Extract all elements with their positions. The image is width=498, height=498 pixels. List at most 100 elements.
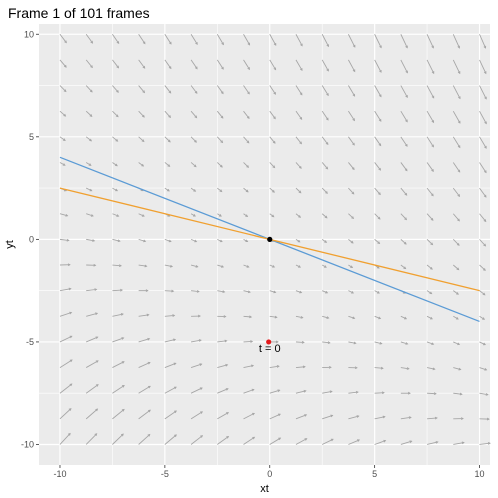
vector-arrow	[348, 59, 356, 72]
vector-arrowhead	[114, 163, 118, 167]
vector-arrow	[59, 59, 67, 68]
plot-panel	[39, 24, 490, 465]
vector-arrowhead	[484, 368, 488, 371]
vector-arrowhead	[89, 138, 93, 142]
vector-arrowhead	[383, 439, 387, 443]
vector-arrowhead	[330, 438, 334, 442]
vector-arrowhead	[174, 410, 177, 414]
vector-arrowhead	[116, 214, 120, 217]
vector-arrow	[59, 136, 66, 141]
vector-arrowhead	[433, 392, 437, 396]
vector-arrowhead	[431, 169, 434, 172]
vector-arrow	[190, 187, 196, 192]
vector-arrow	[243, 162, 249, 168]
vector-arrowhead	[300, 43, 303, 47]
vector-arrow	[59, 238, 69, 241]
vector-arrow	[453, 392, 462, 395]
vector-arrow	[452, 162, 461, 173]
vector-arrow	[322, 290, 328, 294]
vector-arrowhead	[95, 408, 99, 412]
vector-arrow	[164, 338, 176, 343]
vector-arrow	[348, 110, 355, 121]
vector-arrowhead	[223, 315, 227, 318]
vector-arrow	[164, 290, 174, 292]
vector-arrow	[269, 389, 280, 394]
vector-arrowhead	[457, 194, 461, 198]
vector-arrow	[86, 288, 97, 292]
vector-arrowhead	[115, 114, 119, 118]
vector-arrowhead	[378, 118, 382, 122]
vector-arrowhead	[146, 313, 150, 317]
vector-arrow	[452, 213, 460, 222]
vector-arrow	[295, 162, 302, 169]
vector-arrow	[59, 85, 67, 92]
vector-arrowhead	[115, 139, 119, 142]
vector-arrow	[138, 162, 144, 167]
vector-arrow	[348, 315, 355, 319]
vector-arrow	[85, 85, 93, 93]
vector-arrow	[479, 213, 487, 222]
vector-arrow	[400, 59, 408, 74]
vector-arrow	[85, 110, 93, 117]
vector-arrow	[86, 187, 92, 192]
vector-arrowhead	[63, 89, 67, 93]
vector-arrow	[59, 33, 67, 43]
vector-arrowhead	[457, 120, 461, 124]
vector-arrowhead	[141, 163, 145, 167]
vector-arrow	[217, 412, 229, 420]
vector-arrowhead	[408, 416, 412, 419]
vector-arrowhead	[458, 96, 461, 100]
vector-arrow	[190, 136, 197, 143]
vector-arrow	[374, 416, 385, 420]
vector-arrow	[190, 363, 202, 368]
vector-arrowhead	[380, 366, 384, 370]
vector-arrowhead	[93, 263, 97, 267]
vector-arrow	[138, 85, 145, 93]
vector-arrow	[85, 33, 93, 44]
vector-arrow	[243, 315, 252, 318]
vector-arrowhead	[329, 390, 333, 394]
vector-arrow	[322, 315, 329, 319]
vector-arrowhead	[117, 239, 121, 243]
vector-arrowhead	[252, 436, 256, 440]
vector-arrowhead	[168, 239, 172, 243]
vector-arrow	[322, 414, 333, 420]
vector-arrowhead	[226, 412, 230, 415]
vector-arrowhead	[95, 312, 99, 316]
vector-arrowhead	[272, 140, 276, 144]
vector-arrow	[191, 290, 200, 293]
vector-arrowhead	[484, 121, 487, 125]
vector-arrowhead	[298, 166, 302, 169]
vector-arrow	[269, 34, 277, 46]
vector-arrow	[400, 416, 412, 420]
vector-arrow	[269, 187, 275, 193]
vector-arrow	[112, 433, 124, 445]
vector-arrowhead	[405, 45, 408, 49]
vector-arrow	[295, 366, 306, 369]
x-axis-label: xt	[260, 483, 269, 495]
vector-arrow	[426, 213, 434, 221]
vector-arrowhead	[145, 289, 149, 293]
vector-arrow	[112, 33, 120, 44]
vector-arrow	[348, 439, 360, 445]
vector-arrowhead	[483, 45, 487, 49]
vector-arrowhead	[121, 361, 125, 364]
vector-arrow	[479, 392, 488, 396]
vector-arrowhead	[457, 342, 461, 346]
vector-arrow	[374, 392, 385, 394]
vector-arrowhead	[62, 163, 66, 166]
vector-arrow	[426, 290, 432, 295]
vector-arrow	[426, 264, 433, 270]
vector-arrow	[112, 385, 125, 394]
vector-arrowhead	[89, 114, 93, 117]
vector-arrow	[243, 389, 255, 394]
vector-arrow	[190, 110, 198, 119]
vector-arrowhead	[405, 342, 409, 345]
vector-arrowhead	[409, 440, 413, 444]
vector-arrowhead	[457, 169, 461, 173]
vector-arrow	[112, 162, 118, 167]
vector-arrow	[400, 213, 407, 220]
x-tick-label: 0	[267, 469, 272, 479]
vector-arrow	[295, 213, 301, 218]
vector-arrowhead	[456, 267, 460, 271]
